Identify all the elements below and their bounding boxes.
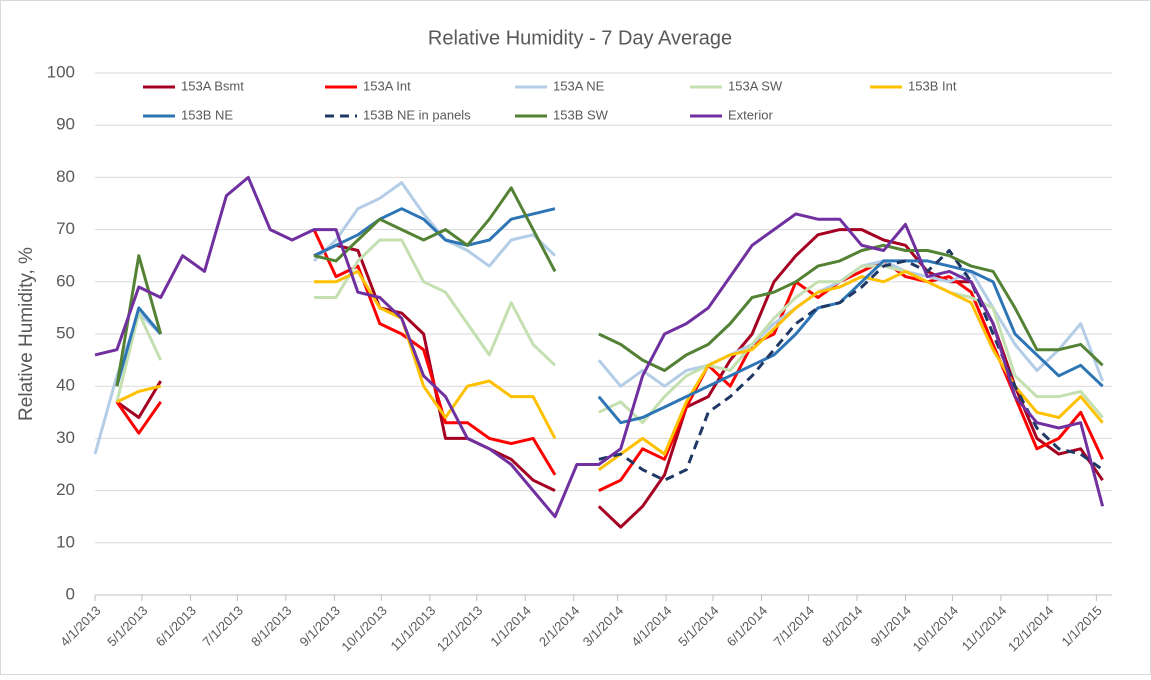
y-tick-label: 100: [47, 62, 75, 81]
y-tick-label: 10: [56, 532, 75, 551]
legend-label: 153A NE: [553, 78, 605, 93]
series-line: [115, 186, 1104, 387]
y-tick-label: 80: [56, 167, 75, 186]
legend-label: 153B NE: [181, 107, 233, 122]
y-tick-label: 30: [56, 428, 75, 447]
y-tick-label: 70: [56, 219, 75, 238]
y-tick-label: 0: [66, 584, 75, 603]
legend-label: 153A SW: [728, 78, 783, 93]
y-tick-label: 50: [56, 323, 75, 342]
y-tick-label: 60: [56, 271, 75, 290]
legend-label: 153A Int: [363, 78, 411, 93]
series-line: [116, 269, 1104, 471]
legend-label: 153B Int: [908, 78, 957, 93]
series-line: [598, 249, 1104, 482]
y-tick-label: 40: [56, 376, 75, 395]
legend-label: 153B NE in panels: [363, 107, 471, 122]
series-line: [94, 175, 1105, 519]
chart-title: Relative Humidity - 7 Day Average: [428, 27, 732, 49]
series-line: [115, 207, 1104, 425]
y-tick-label: 20: [56, 480, 75, 499]
legend-label: Exterior: [728, 107, 773, 122]
legend-label: 153A Bsmt: [181, 78, 244, 93]
y-tick-label: 90: [56, 115, 75, 134]
legend-label: 153B SW: [553, 107, 609, 122]
y-axis-label: Relative Humidity, %: [16, 247, 37, 421]
